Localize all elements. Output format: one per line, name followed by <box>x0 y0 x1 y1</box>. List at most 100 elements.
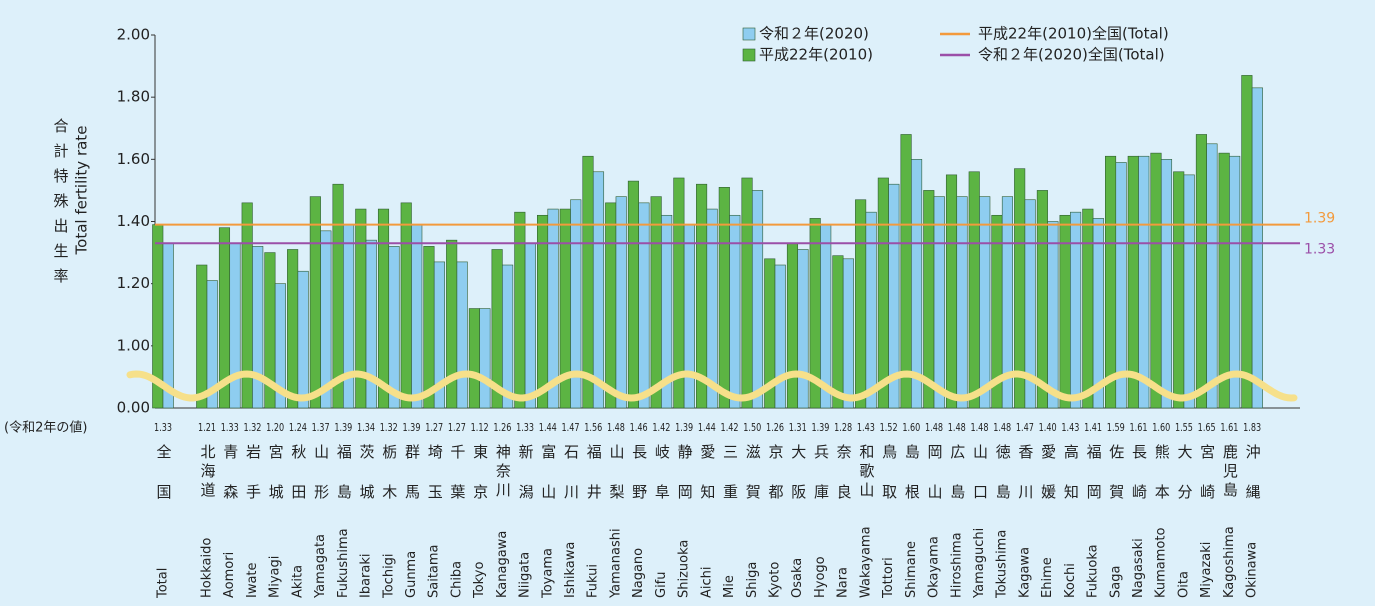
x-tick-label: Kochi <box>1063 563 1078 598</box>
x-tick-label: Nara <box>836 567 851 598</box>
value-label: 1.33 <box>154 421 172 434</box>
value-label: 1.60 <box>1152 421 1170 434</box>
baseline-label: 0.00 <box>117 399 150 417</box>
x-tick-label: Hokkaido <box>200 538 215 598</box>
y-axis-label: Total fertility rate <box>73 126 91 256</box>
value-row-label: (令和2年の値) <box>4 420 87 436</box>
x-tick-label: Saitama <box>427 544 442 598</box>
value-label: 1.34 <box>357 421 375 434</box>
bar <box>206 280 218 409</box>
x-tick-label-jp: 沖縄 <box>1244 444 1262 524</box>
bar <box>433 261 446 409</box>
x-tick-label: Shizuoka <box>677 540 692 598</box>
value-label: 1.39 <box>334 421 352 434</box>
x-tick-label: Kumamoto <box>1154 528 1169 598</box>
x-tick-label-jp: 奈良 <box>835 444 853 524</box>
value-label: 1.27 <box>425 421 443 434</box>
y-tick-label: 1.20 <box>117 274 150 292</box>
x-tick-label-jp: 岐阜 <box>653 444 671 524</box>
bar <box>1173 171 1185 409</box>
value-label: 1.52 <box>880 421 898 434</box>
bar <box>1105 155 1117 409</box>
x-tick-label: Gifu <box>654 571 669 598</box>
x-tick-label: Iwate <box>245 562 260 598</box>
x-tick-label: Kagawa <box>1017 547 1032 598</box>
legend-swatch <box>742 48 756 62</box>
value-label: 1.27 <box>448 421 466 434</box>
bar <box>979 196 991 409</box>
x-tick-label-jp: 滋賀 <box>744 444 762 524</box>
y-tick-label: 1.00 <box>117 336 150 354</box>
bar <box>741 177 753 409</box>
bar <box>615 196 627 409</box>
value-label: 1.44 <box>539 421 557 434</box>
x-tick-label-jp: 福岡 <box>1085 444 1103 524</box>
value-label: 1.24 <box>289 421 307 434</box>
bar <box>638 202 650 409</box>
x-tick-label-jp: 山形 <box>312 444 330 524</box>
bar <box>706 208 718 409</box>
bar <box>456 261 468 409</box>
bar <box>1024 199 1036 409</box>
bar <box>502 264 514 409</box>
bar <box>1138 155 1150 409</box>
x-tick-label-jp: 北海道 <box>199 444 217 501</box>
value-label: 1.33 <box>221 421 239 434</box>
x-tick-label-jp: 大阪 <box>789 444 807 524</box>
x-tick-label-jp: 富山 <box>539 443 557 524</box>
x-tick-label: Ehime <box>1040 557 1055 598</box>
bar <box>1241 75 1253 409</box>
x-tick-label-jp: 岩手 <box>244 444 262 524</box>
bar <box>411 224 423 409</box>
x-tick-label: Mie <box>722 575 737 598</box>
bar <box>1160 159 1173 409</box>
bar <box>309 196 321 409</box>
value-label: 1.39 <box>811 421 829 434</box>
bar <box>718 187 730 409</box>
legend-label: 平成22年(2010) <box>759 46 873 64</box>
x-tick-label-jp: 大分 <box>1175 444 1193 524</box>
x-tick-label: Tokyo <box>472 562 487 599</box>
x-tick-label: Chiba <box>449 561 464 598</box>
x-tick-label-jp: 鳥取 <box>880 443 898 524</box>
bar <box>196 264 208 409</box>
x-tick-label: Akita <box>290 565 305 598</box>
value-label: 1.43 <box>857 421 875 434</box>
legend-label: 平成22年(2010)全国(Total) <box>978 25 1169 43</box>
bar <box>661 214 673 409</box>
x-tick-label-jp: 福島 <box>335 444 353 524</box>
value-label: 1.48 <box>993 421 1011 434</box>
bar <box>650 196 662 409</box>
value-label: 1.61 <box>1220 421 1238 434</box>
bar <box>1070 211 1082 409</box>
x-tick-label-jp: 秋田 <box>289 444 307 524</box>
x-tick-label: Aichi <box>699 566 714 598</box>
value-label: 1.48 <box>948 421 966 434</box>
x-tick-label: Tochigi <box>381 553 396 599</box>
value-label: 1.48 <box>607 421 625 434</box>
bar <box>320 230 332 409</box>
x-tick-label-jp: 千葉 <box>448 444 466 524</box>
x-tick-label: Shimane <box>904 541 919 598</box>
bar <box>627 180 639 409</box>
x-tick-label-jp: 埼玉 <box>426 444 444 524</box>
bar <box>423 246 435 409</box>
value-label: 1.55 <box>1175 421 1193 434</box>
value-label: 1.37 <box>312 421 330 434</box>
value-label: 1.83 <box>1243 421 1261 434</box>
x-tick-label: Gunma <box>404 551 419 598</box>
bar <box>605 202 617 409</box>
bar <box>1183 174 1195 409</box>
x-tick-label-jp: 兵庫 <box>812 444 830 524</box>
reference-label: 1.33 <box>1304 241 1335 257</box>
x-tick-label: Fukuoka <box>1086 544 1101 598</box>
bar <box>933 196 945 409</box>
x-tick-label-jp: 神奈川 <box>494 444 512 501</box>
bar <box>1047 221 1059 409</box>
bar <box>900 134 912 409</box>
y-tick-label: 2.00 <box>117 26 150 44</box>
bar <box>468 308 480 409</box>
value-label: 1.33 <box>516 421 534 434</box>
y-tick-label: 1.80 <box>117 88 150 106</box>
